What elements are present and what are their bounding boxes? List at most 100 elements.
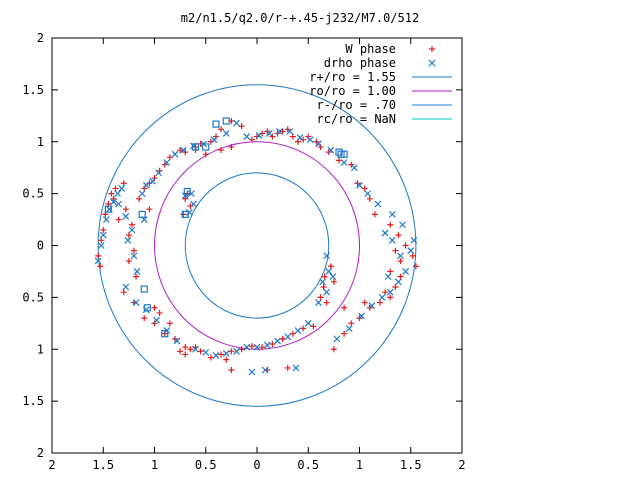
x-tick-label: 1.5 [400,458,422,472]
drho-phase-point [340,159,348,166]
x-tick-label: 0.5 [297,458,319,472]
w-phase-point [100,226,107,233]
y-tick-label: 2 [37,31,44,45]
drho-phase-point [356,181,363,189]
drho-phase-point [263,341,271,349]
w-phase-point [392,284,399,290]
y-tick-label: 0 [37,239,44,253]
drho-phase-point [428,59,436,67]
w-phase-point [223,356,230,363]
w-phase-point [136,195,143,202]
drho-phase-point [173,337,181,345]
circle-radius-line [97,84,417,407]
square-point [161,330,169,338]
drho-phase-point [304,319,312,327]
drho-phase-point [315,140,322,148]
w-phase-point [146,206,153,213]
circle-radius-line [154,141,360,350]
drho-phase-point [97,242,105,249]
legend-label: ro/ro = 1.00 [309,84,396,98]
drho-phase-point [306,136,314,144]
drho-phase-point [345,325,353,332]
y-tick-label: 1 [37,342,44,356]
drho-phase-point [128,226,136,234]
drho-phase-point [323,252,331,260]
w-phase-point [289,133,296,140]
w-phase-point [120,289,127,296]
drho-phase-point [233,119,240,127]
square-point [191,143,200,151]
drho-phase-point [374,200,382,208]
w-phase-point [248,343,255,350]
drho-phase-point [397,252,404,260]
drho-phase-point [142,181,150,189]
square-point [212,120,220,128]
square-point [335,148,343,156]
w-phase-point [120,180,127,187]
square-point [104,205,112,213]
square-point [202,143,210,151]
w-phase-point [207,138,214,145]
w-phase-point [317,143,324,150]
data-points [94,117,419,376]
drho-phase-point [388,236,396,244]
w-phase-point [187,346,194,353]
w-phase-point [412,263,419,270]
drho-phase-point [350,164,358,172]
w-phase-point [254,133,260,140]
drho-phase-point [210,136,218,144]
w-phase-point [182,195,189,202]
square-point [140,285,148,293]
y-tick-label: 1.5 [22,394,44,408]
w-phase-point [259,130,266,137]
w-phase-point [341,330,348,337]
drho-phase-point [132,299,140,306]
drho-phase-point [110,198,117,206]
drho-phase-point [163,159,171,166]
drho-phase-point [265,130,273,137]
legend-label: rc/ro = NaN [317,112,396,126]
drho-phase-point [118,185,126,192]
square-point [138,210,146,218]
drho-phase-point [388,210,396,218]
w-phase-point [151,175,158,182]
drho-phase-point [410,236,418,244]
w-phase-point [323,299,330,306]
w-phase-point [141,315,148,322]
square-point [181,210,189,218]
w-phase-point [387,221,394,228]
x-tick-label: 2 [458,458,465,472]
w-phase-point [95,252,102,259]
drho-phase-point [333,335,341,343]
w-phase-point [327,263,334,270]
drho-phase-point [395,278,402,286]
drho-phase-point [138,190,146,198]
w-phase-point [330,346,337,353]
drho-phase-point [329,273,337,281]
reference-circles [97,84,417,407]
drho-phase-point [243,343,251,351]
drho-phase-point [323,288,331,296]
chart-title: m2/n1.5/q2.0/r-+.45-j232/M7.0/512 [181,11,419,25]
w-phase-point [361,185,368,192]
w-phase-point [284,364,291,371]
w-phase-point [238,123,245,130]
w-phase-point [269,133,276,140]
x-tick-label: 1 [151,458,158,472]
w-phase-point [366,195,373,202]
drho-phase-point [122,283,130,291]
x-tick-label: 0.5 [195,458,217,472]
drho-phase-point [284,333,292,341]
w-phase-point [166,154,173,161]
legend-label: r+/ro = 1.55 [309,70,396,84]
drho-phase-point [153,316,160,324]
w-phase-point [187,203,194,210]
drho-phase-point [94,257,102,265]
drho-phase-point [122,213,130,220]
drho-phase-point [407,247,415,255]
drho-phase-point [99,231,107,239]
w-phase-point [207,354,214,361]
drho-phase-point [325,268,333,275]
drho-phase-point [115,200,123,208]
